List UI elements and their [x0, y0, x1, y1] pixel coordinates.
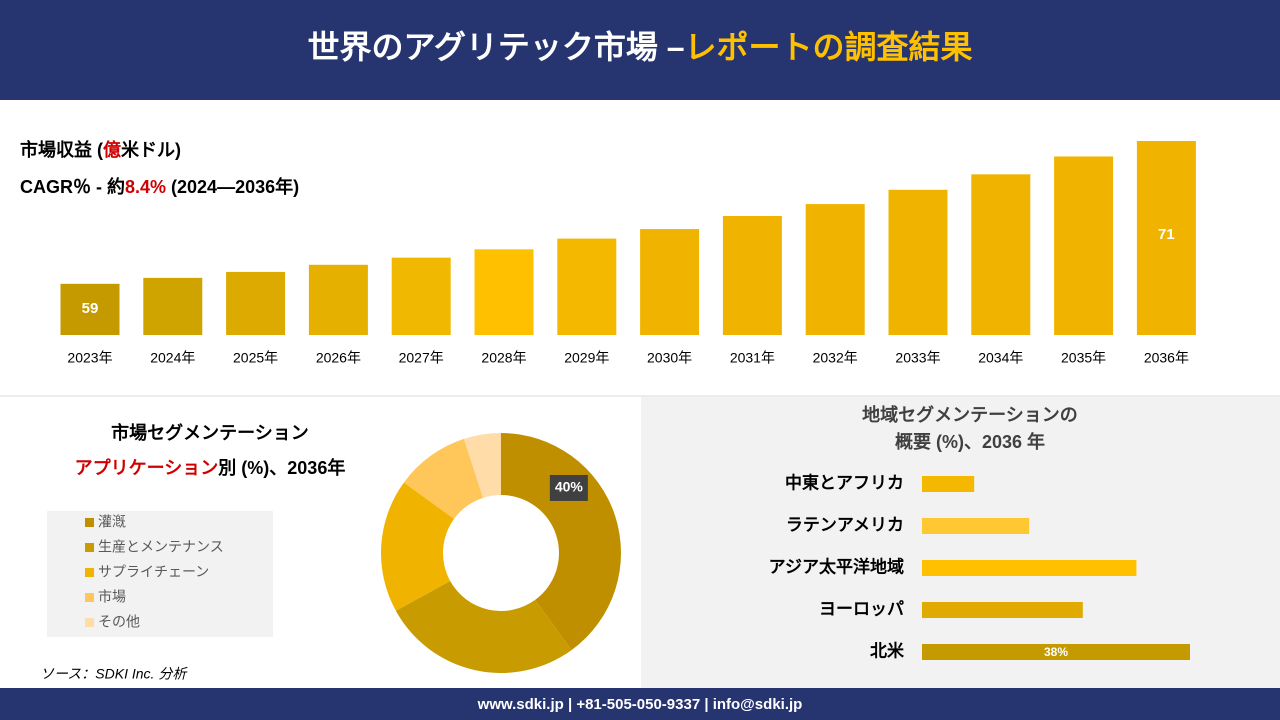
bar-subtitle: CAGR％ - 約8.4% (2024—2036年): [20, 176, 299, 197]
title-highlight: レポートの調査結果: [685, 29, 973, 65]
bar: [640, 229, 700, 335]
donut-slice: [395, 580, 572, 673]
x-tick-label: 2025年: [233, 350, 278, 366]
x-tick-label: 2033年: [895, 350, 940, 366]
bar: [60, 283, 120, 335]
label-box: [549, 474, 588, 501]
y-tick-label: 中東とアフリカ: [785, 472, 904, 492]
bar-title: 市場収益 (億米ドル): [20, 139, 181, 160]
legend-swatch: [85, 568, 94, 577]
x-tick-label: 2024年: [150, 350, 195, 366]
t: CAGR％ - 約: [20, 176, 125, 197]
legend-label: サプライチェーン: [98, 564, 209, 580]
y-tick-label: ヨーロッパ: [819, 599, 904, 618]
x-tick-label: 2027年: [399, 350, 444, 366]
x-tick-label: 2029年: [564, 350, 609, 366]
x-tick-label: 2032年: [813, 350, 858, 366]
y-tick-label: 北米: [870, 640, 905, 660]
x-tick-label: 2035年: [1061, 350, 1106, 366]
bar: [922, 602, 1083, 618]
donut-slice: [403, 438, 484, 519]
t: (2024—2036年): [166, 176, 299, 197]
bar: [922, 476, 975, 492]
bar: [722, 215, 782, 335]
footer: www.sdki.jp | +81-505-050-9337 | info@sd…: [477, 696, 803, 713]
legend-swatch: [85, 543, 94, 552]
t: 米ドル): [121, 139, 181, 160]
source: ソース：SDKI Inc. 分析: [40, 666, 188, 682]
t: アプリケーション: [75, 457, 219, 478]
bar: [474, 249, 534, 335]
bar: [922, 644, 1190, 660]
bar: [922, 560, 1137, 576]
legend-swatch: [85, 618, 94, 627]
x-tick-label: 2030年: [647, 350, 692, 366]
header-bar: [0, 0, 1280, 100]
bar: [922, 518, 1030, 534]
right-panel: [641, 397, 1280, 688]
y-tick-label: アジア太平洋地域: [769, 556, 904, 576]
legend-label: 生産とメンテナンス: [98, 539, 224, 555]
t: 別 (%)、2036年: [218, 457, 345, 478]
title-main: 世界のアグリテック市場 –: [307, 29, 684, 65]
data-label: 40%: [555, 479, 584, 495]
hbar-title: 概要 (%)、2036 年: [895, 431, 1045, 452]
data-label: 71: [1158, 226, 1175, 243]
footer-bar: [0, 688, 1280, 720]
header-title: 世界のアグリテック市場 –レポートの調査結果: [307, 29, 972, 65]
bar: [971, 174, 1031, 335]
bar: [226, 271, 286, 335]
x-tick-label: 2023年: [67, 350, 112, 366]
t: 市場収益 (: [20, 139, 103, 160]
bar: [391, 257, 451, 335]
donut-subtitle: アプリケーション別 (%)、2036年: [75, 457, 346, 478]
legend-swatch: [85, 593, 94, 602]
legend-label: 灌漑: [98, 514, 126, 530]
bar: [1054, 156, 1114, 335]
y-tick-label: ラテンアメリカ: [786, 515, 904, 534]
x-tick-label: 2031年: [730, 350, 775, 366]
bar: [805, 204, 865, 335]
x-tick-label: 2026年: [316, 350, 361, 366]
legend-swatch: [85, 518, 94, 527]
donut-title: 市場セグメンテーション: [111, 422, 309, 443]
donut-slice: [501, 433, 622, 651]
donut-slice: [463, 433, 501, 498]
bar: [1136, 141, 1196, 335]
bar: [308, 264, 368, 335]
x-tick-label: 2036年: [1144, 350, 1189, 366]
data-label: 38%: [1044, 645, 1068, 659]
t: 億: [103, 139, 121, 160]
hbar-title: 地域セグメンテーションの: [862, 404, 1078, 425]
data-label: 59: [82, 300, 99, 317]
bar: [557, 238, 617, 335]
x-tick-label: 2034年: [978, 350, 1023, 366]
bar: [888, 189, 948, 335]
legend-box: [47, 511, 273, 637]
legend-label: その他: [98, 614, 140, 630]
legend-label: 市場: [98, 589, 126, 605]
bar: [143, 277, 203, 335]
x-tick-label: 2028年: [481, 350, 526, 366]
donut-slice: [381, 482, 455, 611]
t: 8.4%: [125, 177, 166, 197]
